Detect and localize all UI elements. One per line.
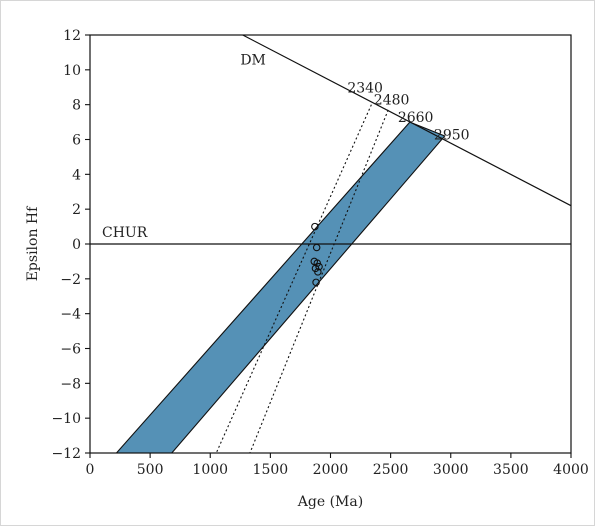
y-tick-label--2: −2 bbox=[60, 272, 81, 288]
y-tick-label--12: −12 bbox=[51, 446, 81, 462]
y-tick-label-8: 8 bbox=[72, 98, 81, 114]
evolution-band bbox=[115, 121, 446, 453]
x-tick-label-4000: 4000 bbox=[553, 462, 589, 478]
model-age-line-2340 bbox=[215, 104, 372, 453]
x-tick-label-2500: 2500 bbox=[373, 462, 409, 478]
x-tick-label-1000: 1000 bbox=[192, 462, 228, 478]
y-tick-label-2: 2 bbox=[72, 202, 81, 218]
x-tick-label-3000: 3000 bbox=[433, 462, 469, 478]
x-tick-label-0: 0 bbox=[86, 462, 95, 478]
x-axis-title: Age (Ma) bbox=[297, 494, 363, 510]
x-tick-label-3500: 3500 bbox=[493, 462, 529, 478]
y-tick-label--8: −8 bbox=[60, 376, 81, 392]
annotation-2660: 2660 bbox=[398, 110, 434, 126]
annotation-dm: DM bbox=[240, 53, 266, 69]
annotation-chur: CHUR bbox=[102, 225, 148, 241]
data-point-4 bbox=[313, 259, 322, 267]
data-point-8 bbox=[312, 278, 320, 287]
data-point-2 bbox=[312, 243, 321, 252]
annotation-2950: 2950 bbox=[434, 128, 470, 144]
data-point-5 bbox=[315, 262, 323, 271]
y-axis-title: Epsilon Hf bbox=[25, 205, 41, 281]
y-tick-label--6: −6 bbox=[60, 342, 81, 358]
dm-line bbox=[242, 35, 571, 207]
y-tick-label-10: 10 bbox=[63, 63, 81, 79]
x-tick-label-500: 500 bbox=[137, 462, 164, 478]
annotation-2340: 2340 bbox=[347, 80, 383, 96]
y-tick-label-6: 6 bbox=[72, 133, 81, 149]
annotation-2480: 2480 bbox=[374, 93, 410, 109]
data-point-1 bbox=[311, 222, 319, 231]
y-tick-label-0: 0 bbox=[72, 237, 81, 253]
y-tick-label--4: −4 bbox=[60, 307, 81, 323]
y-tick-label--10: −10 bbox=[51, 411, 81, 427]
x-tick-label-2000: 2000 bbox=[313, 462, 349, 478]
x-tick-label-1500: 1500 bbox=[253, 462, 289, 478]
data-point-7 bbox=[314, 268, 322, 276]
y-tick-label-12: 12 bbox=[63, 28, 81, 44]
y-tick-label-4: 4 bbox=[72, 167, 81, 183]
